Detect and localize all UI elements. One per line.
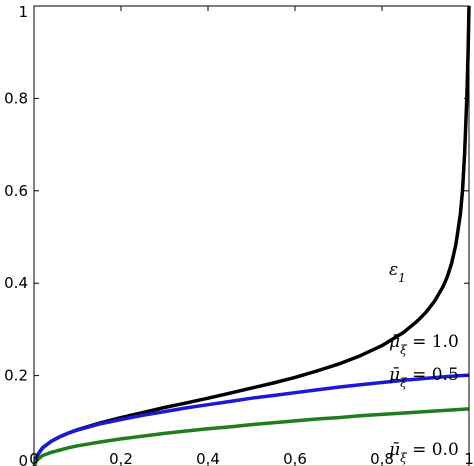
plot-frame: [33, 5, 470, 466]
series-layer: [32, 5, 471, 466]
series-line-2: [32, 407, 470, 466]
series-label-subscript: ξ: [400, 343, 408, 357]
series-label-symbol: μ̄: [389, 440, 400, 460]
series-label-subscript: ξ: [400, 376, 408, 390]
y-tick-label: 1: [18, 3, 28, 21]
series-label-0: ε1: [389, 260, 406, 285]
y-tick-label: 0.6: [4, 182, 28, 200]
series-label-value: = 0.0: [407, 440, 459, 460]
series-label-symbol: μ̄: [389, 365, 400, 385]
x-tick-label: 0.4: [196, 450, 220, 466]
series-label-3: μ̄ξ = 0.0: [389, 440, 459, 465]
series-line-1: [32, 373, 470, 466]
x-tick-label: 0.6: [283, 450, 307, 466]
series-label-value: = 0.5: [407, 365, 459, 385]
series-label-symbol: μ̄: [389, 332, 400, 352]
series-label-1: μ̄ξ = 1.0: [389, 332, 459, 357]
series-label-subscript: ξ: [400, 451, 408, 465]
y-tick-label: 0.4: [4, 274, 28, 292]
y-tick-label: 0.2: [4, 367, 28, 385]
x-tick-label: 0.2: [109, 450, 133, 466]
x-tick-label: 0.8: [370, 450, 394, 466]
y-tick-label: 0: [18, 452, 28, 466]
series-label-symbol: ε: [389, 260, 398, 280]
x-tick-label: 1: [464, 450, 474, 466]
series-label-2: μ̄ξ = 0.5: [389, 365, 459, 390]
x-tick-label: 0: [29, 450, 39, 466]
ticks-layer: 0 0.2 0.4 0.6 0.8 1 0 0.2 0.4 0.6 0.8 1: [4, 3, 474, 466]
y-tick-label: 0.8: [4, 89, 28, 107]
series-label-value: = 1.0: [407, 332, 459, 352]
series-label-subscript: 1: [398, 271, 406, 285]
series-labels: ε1μ̄ξ = 1.0μ̄ξ = 0.5μ̄ξ = 0.0: [389, 260, 459, 465]
